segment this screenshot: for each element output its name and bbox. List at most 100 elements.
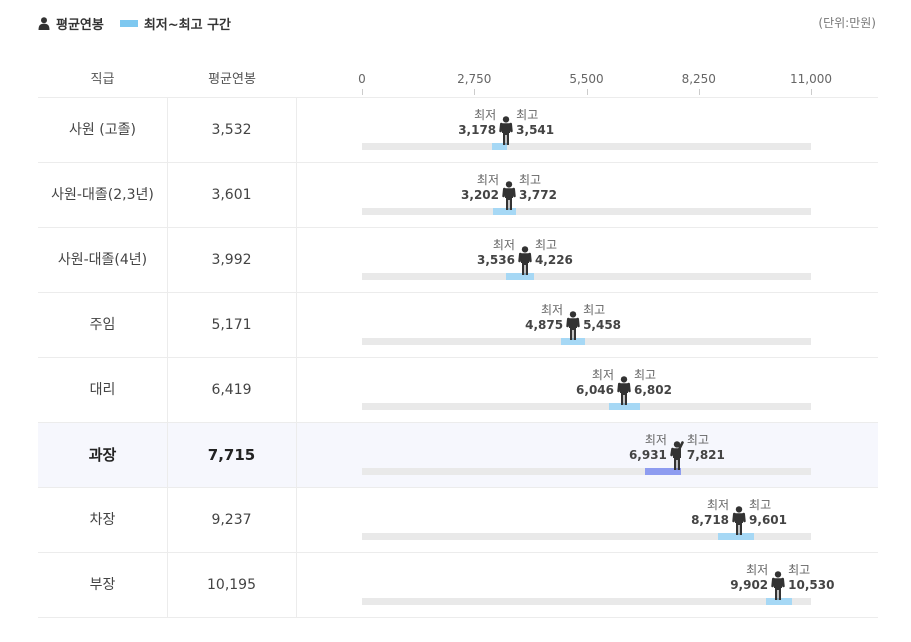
min-caption: 최저 (746, 563, 769, 577)
table-row: 차장 9,237 최저 8,718 최고 9,601 (38, 488, 878, 553)
min-label: 최저 3,202 (461, 171, 499, 202)
max-label: 최고 9,601 (749, 496, 787, 527)
person-icon (616, 376, 632, 410)
min-value: 6,931 (628, 448, 667, 462)
table-row: 과장 7,715 최저 6,931 최고 7,821 (38, 423, 878, 488)
max-caption: 최고 (583, 303, 606, 317)
avg-salary-cell: 3,532 (167, 98, 297, 162)
range-track (362, 273, 811, 280)
min-value: 4,875 (525, 318, 564, 332)
max-caption: 최고 (749, 498, 772, 512)
unit-label: (단위:만원) (818, 16, 876, 30)
legend-item-avg: 평균연봉 (38, 14, 104, 33)
range-bar (491, 143, 507, 150)
min-value: 3,178 (458, 123, 497, 137)
x-tick-mark (474, 89, 476, 95)
min-label: 최저 4,875 (525, 301, 563, 332)
rank-cell: 사원-대졸(4년) (38, 228, 168, 292)
min-value: 8,718 (691, 513, 730, 527)
legend-range-label: 최저~최고 구간 (143, 18, 232, 33)
max-caption: 최고 (534, 238, 558, 252)
min-label: 최저 8,718 (691, 496, 729, 527)
header-avg: 평균연봉 (208, 72, 256, 87)
x-tick-mark (811, 89, 812, 95)
max-value: 3,772 (518, 188, 557, 202)
table-row: 주임 5,171 최저 4,875 최고 5,458 (38, 293, 878, 358)
min-value: 3,536 (476, 253, 515, 267)
min-label: 최저 6,046 (576, 366, 614, 397)
table-header: 직급 평균연봉 0 2,750 5,500 8,250 11,000 (38, 62, 878, 98)
max-label: 최고 3,541 (516, 106, 554, 137)
min-label: 최저 3,178 (458, 106, 496, 137)
x-tick-label: 0 (358, 72, 366, 86)
table-row: 사원 (고졸) 3,532 최저 3,178 최고 3,541 (38, 98, 878, 163)
x-tick-label: 5,500 (569, 72, 604, 86)
range-track (362, 533, 811, 540)
min-value: 9,902 (730, 578, 769, 592)
max-label: 최고 3,772 (519, 171, 557, 202)
x-tick-mark (586, 89, 588, 95)
range-bar (560, 338, 585, 345)
salary-table: 직급 평균연봉 0 2,750 5,500 8,250 11,000 사원 (고졸) 3,… (38, 62, 878, 618)
max-value: 7,821 (686, 448, 725, 462)
x-tick-label: 11,000 (790, 72, 832, 86)
x-tick-mark (362, 89, 363, 95)
legend-item-range: 최저~최고 구간 (119, 14, 232, 33)
max-value: 9,601 (749, 513, 787, 527)
range-track (362, 143, 811, 150)
min-caption: 최저 (706, 498, 730, 512)
avg-salary-cell: 7,715 (167, 423, 297, 487)
avg-salary-cell: 5,171 (167, 293, 297, 357)
rank-cell: 부장 (38, 553, 168, 617)
max-caption: 최고 (518, 173, 542, 187)
avg-salary-cell: 3,992 (167, 228, 297, 292)
range-track (362, 403, 811, 410)
range-track (362, 208, 811, 215)
max-value: 10,530 (788, 578, 835, 592)
table-row: 부장 10,195 최저 9,902 최고 10,530 (38, 553, 878, 618)
max-value: 4,226 (534, 253, 573, 267)
table-row: 대리 6,419 최저 6,046 최고 6,802 (38, 358, 878, 423)
person-icon (498, 116, 514, 150)
range-plot: 최저 3,202 최고 3,772 (297, 163, 878, 227)
avg-salary-cell: 10,195 (167, 553, 297, 617)
max-value: 3,541 (516, 123, 555, 137)
legend-range-swatch (119, 20, 138, 27)
min-caption: 최저 (591, 368, 615, 382)
min-label: 최저 6,931 (629, 431, 667, 462)
max-label: 최고 4,226 (535, 236, 573, 267)
rank-cell: 차장 (38, 488, 168, 552)
min-label: 최저 9,902 (730, 561, 768, 592)
range-bar (766, 598, 792, 605)
min-value: 6,046 (576, 383, 615, 397)
range-bar (506, 273, 535, 280)
person-icon (501, 181, 517, 215)
range-plot: 최저 3,536 최고 4,226 (297, 228, 878, 292)
x-axis: 0 2,750 5,500 8,250 11,000 (297, 62, 878, 97)
avg-salary-cell: 3,601 (167, 163, 297, 227)
range-plot: 최저 3,178 최고 3,541 (297, 98, 878, 162)
table-row: 사원-대졸(4년) 3,992 최저 3,536 최고 4,226 (38, 228, 878, 293)
rank-cell: 과장 (38, 423, 168, 487)
x-tick-mark (698, 89, 700, 95)
x-tick-label: 2,750 (457, 72, 492, 86)
max-caption: 최고 (686, 433, 709, 447)
max-label: 최고 7,821 (687, 431, 725, 462)
rank-cell: 사원-대졸(2,3년) (38, 163, 168, 227)
range-plot: 최저 9,902 최고 10,530 (297, 553, 878, 617)
person-icon (517, 246, 533, 280)
range-bar (644, 468, 682, 475)
avg-salary-cell: 9,237 (167, 488, 297, 552)
range-track (362, 338, 811, 345)
legend-avg-label: 평균연봉 (56, 18, 104, 33)
avg-salary-cell: 6,419 (167, 358, 297, 422)
range-plot: 최저 8,718 최고 9,601 (297, 488, 878, 552)
min-caption: 최저 (492, 238, 515, 252)
max-caption: 최고 (634, 368, 657, 382)
min-caption: 최저 (476, 173, 499, 187)
range-bar (717, 533, 754, 540)
table-row: 사원-대졸(2,3년) 3,601 최저 3,202 최고 3,772 (38, 163, 878, 228)
person-icon (770, 571, 786, 605)
max-label: 최고 10,530 (788, 561, 834, 592)
rank-cell: 주임 (38, 293, 168, 357)
